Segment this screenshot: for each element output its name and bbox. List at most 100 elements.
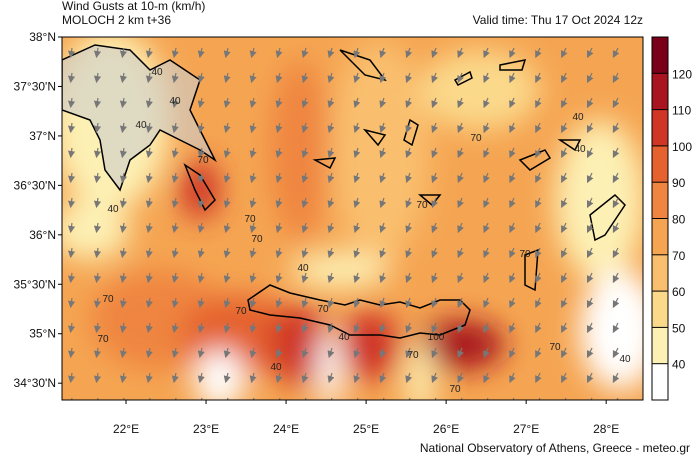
wind-arrow bbox=[379, 47, 387, 59]
wind-arrow bbox=[145, 272, 153, 284]
wind-arrow bbox=[483, 372, 490, 384]
wind-arrow bbox=[301, 372, 309, 384]
wind-arrow bbox=[327, 272, 335, 284]
wind-arrow bbox=[405, 47, 413, 59]
wind-arrow bbox=[457, 72, 464, 84]
wind-arrow bbox=[509, 197, 516, 209]
wind-arrow bbox=[353, 147, 361, 159]
contour-label: 100 bbox=[428, 332, 445, 343]
footer: National Observatory of Athens, Greece -… bbox=[420, 441, 690, 455]
lat-tick-label: 34°30'N bbox=[14, 376, 56, 390]
wind-arrow bbox=[509, 72, 516, 84]
colorbar-label: 50 bbox=[672, 321, 686, 335]
wind-arrow bbox=[249, 322, 257, 334]
wind-arrow bbox=[119, 272, 127, 284]
wind-arrow bbox=[327, 222, 335, 234]
wind-arrow bbox=[379, 197, 387, 209]
wind-arrow bbox=[93, 72, 102, 84]
wind-arrow bbox=[586, 222, 594, 234]
wind-arrow bbox=[67, 272, 76, 284]
wind-arrow bbox=[405, 247, 413, 259]
colorbar-label: 70 bbox=[672, 249, 686, 263]
wind-arrow bbox=[223, 197, 231, 209]
wind-arrow bbox=[145, 172, 153, 184]
wind-arrow bbox=[223, 122, 231, 134]
colorbar-segment bbox=[652, 73, 668, 110]
wind-arrow bbox=[249, 147, 257, 159]
wind-arrow bbox=[612, 72, 620, 84]
wind-arrow bbox=[561, 297, 568, 309]
wind-arrow bbox=[249, 172, 257, 184]
contour-labels: 40 40 40 70 40 70 70 40 70 70 70 70 40 40 70 100 70 70 40 7… bbox=[97, 67, 631, 395]
lat-tick-label: 36°N bbox=[29, 228, 56, 242]
wind-arrow bbox=[223, 322, 231, 334]
wind-arrow bbox=[431, 47, 439, 59]
contour-label: 70 bbox=[470, 133, 482, 144]
lat-tick-label: 37°30'N bbox=[14, 79, 56, 93]
wind-arrow bbox=[509, 172, 516, 184]
wind-arrow bbox=[327, 347, 335, 359]
lon-tick-label: 22°E bbox=[113, 422, 139, 436]
map-frame bbox=[61, 36, 644, 401]
wind-arrow bbox=[535, 97, 542, 109]
wind-arrow bbox=[93, 297, 102, 309]
wind-arrow bbox=[612, 147, 620, 159]
wind-arrow bbox=[327, 47, 335, 59]
wind-arrow bbox=[379, 172, 387, 184]
wind-arrow bbox=[353, 372, 361, 384]
wind-arrows bbox=[67, 47, 620, 400]
colorbar-label: 110 bbox=[672, 104, 691, 118]
wind-arrow bbox=[67, 147, 76, 159]
contour-label: 40 bbox=[338, 332, 350, 343]
colorbar-label: 90 bbox=[672, 176, 686, 190]
contour-label: 40 bbox=[297, 263, 309, 274]
axes: 38°N 37°30'N 37°N 36°30'N 36°N 35°30'N 35°N 34°… bbox=[14, 30, 620, 436]
wind-arrow bbox=[93, 222, 102, 234]
wind-arrow bbox=[223, 222, 231, 234]
wind-arrow bbox=[145, 147, 153, 159]
wind-arrow bbox=[223, 147, 231, 159]
wind-arrow bbox=[612, 247, 620, 259]
lat-tick-label: 38°N bbox=[29, 30, 56, 44]
wind-arrow bbox=[197, 247, 205, 259]
contour-label: 40 bbox=[107, 204, 119, 215]
wind-arrow bbox=[561, 222, 568, 234]
contour-label: 70 bbox=[549, 342, 561, 353]
colorbar-segment bbox=[652, 37, 668, 74]
wind-arrow bbox=[171, 297, 179, 309]
colorbar-segment bbox=[652, 254, 668, 292]
wind-arrow bbox=[586, 372, 594, 384]
wind-arrow bbox=[457, 372, 464, 384]
wind-arrow bbox=[586, 297, 594, 309]
wind-arrow bbox=[379, 347, 387, 359]
field: 40 40 40 70 40 70 70 40 70 70 70 70 40 40 70 100 70 70 40 7… bbox=[62, 37, 643, 400]
wind-arrow bbox=[67, 122, 76, 134]
wind-arrow bbox=[171, 247, 179, 259]
title: Wind Gusts at 10-m (km/h) bbox=[62, 0, 205, 13]
wind-arrow bbox=[275, 72, 283, 84]
wind-arrow bbox=[119, 172, 127, 184]
wind-arrow bbox=[275, 372, 283, 384]
wind-arrow bbox=[145, 122, 153, 134]
wind-arrow bbox=[171, 122, 179, 134]
wind-arrow bbox=[353, 222, 361, 234]
wind-arrow bbox=[586, 172, 594, 184]
wind-arrow bbox=[535, 222, 542, 234]
wind-arrow bbox=[171, 97, 179, 109]
wind-arrow bbox=[431, 197, 439, 209]
wind-arrow bbox=[379, 72, 387, 84]
wind-arrow bbox=[535, 172, 542, 184]
colorbar-segment bbox=[652, 145, 668, 183]
wind-arrow bbox=[509, 147, 516, 159]
wind-arrow bbox=[119, 97, 127, 109]
wind-arrow bbox=[327, 297, 335, 309]
wind-arrow bbox=[405, 172, 413, 184]
wind-arrow bbox=[483, 72, 490, 84]
wind-arrow bbox=[93, 197, 102, 209]
wind-arrow bbox=[586, 197, 594, 209]
wind-arrow bbox=[431, 147, 439, 159]
wind-arrow bbox=[561, 172, 568, 184]
wind-arrow bbox=[119, 197, 127, 209]
wind-arrow bbox=[327, 197, 335, 209]
wind-arrow bbox=[301, 272, 309, 284]
